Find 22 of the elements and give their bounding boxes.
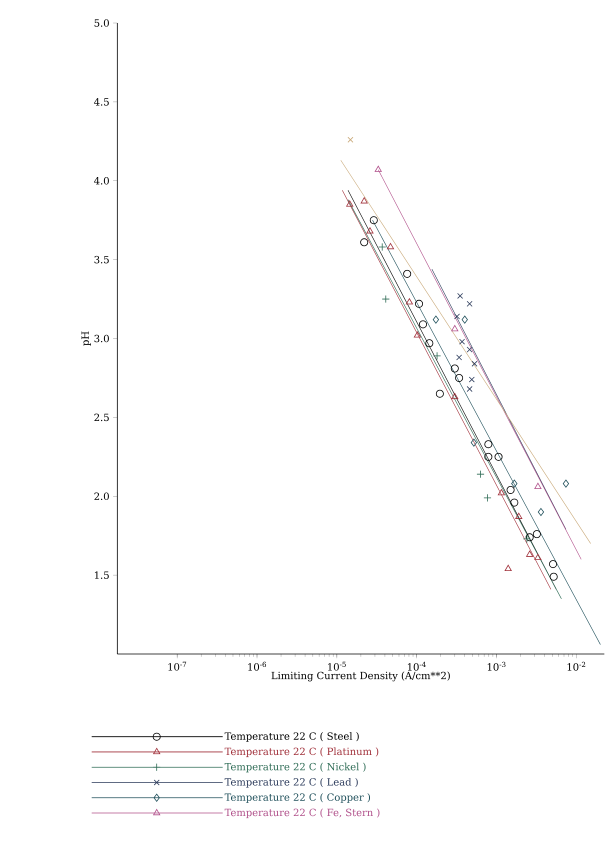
- x-axis-title: Limiting Current Density (A/cm**2): [271, 672, 450, 682]
- text: Temperature 22 C ( Lead ): [224, 778, 358, 788]
- x-tick-label: 10$^{-4}$: [408, 662, 426, 671]
- text: Temperature 22 C ( Steel ): [224, 732, 359, 742]
- text: Temperature 22 C ( Platinum ): [224, 747, 378, 758]
- x-tick-label: 10$^{-6}$: [248, 662, 266, 671]
- y-tick-label: 2.0: [94, 492, 109, 500]
- y-tick-label: 4.0: [94, 176, 109, 185]
- x-tick-label: 10$^{-2}$: [567, 662, 586, 671]
- text: Temperature 22 C ( Nickel ): [224, 762, 366, 772]
- y-tick-label: 1.5: [94, 571, 109, 579]
- text: Temperature 22 C ( Fe, Stern ): [224, 808, 380, 818]
- x-tick-label: 10$^{-7}$: [168, 662, 186, 671]
- text: Temperature 22 C ( Copper ): [224, 793, 370, 803]
- y-tick-label: 5.0: [94, 19, 109, 27]
- y-tick-label: 2.5: [94, 414, 109, 422]
- x-tick-label: 10$^{-3}$: [488, 662, 506, 671]
- y-tick-label: 3.0: [94, 334, 109, 342]
- y-axis-title: pH: [81, 332, 91, 346]
- y-tick-label: 3.5: [94, 256, 109, 264]
- x-tick-label: 10$^{-5}$: [328, 662, 346, 671]
- y-tick-label: 4.5: [94, 98, 109, 106]
